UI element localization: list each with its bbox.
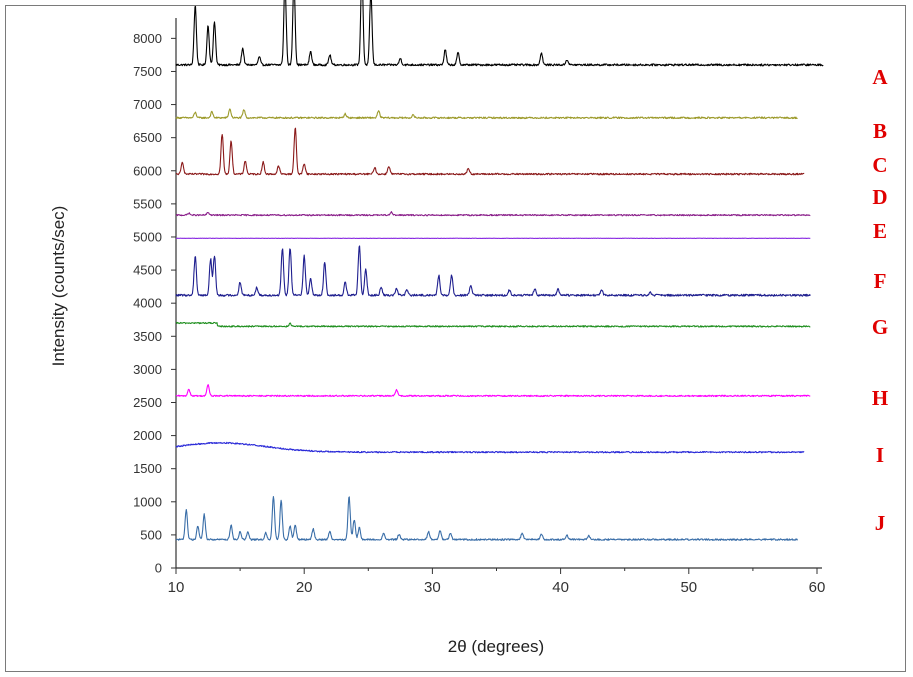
y-tick-label: 7500 xyxy=(133,64,162,79)
x-tick-label: 20 xyxy=(296,579,313,596)
x-tick-label: 50 xyxy=(680,579,697,596)
series-label-j: J xyxy=(875,511,886,535)
series-line-a xyxy=(175,0,824,67)
series-line-i xyxy=(175,441,805,454)
series-line-j xyxy=(175,496,799,541)
y-tick-label: 2000 xyxy=(133,428,162,443)
y-tick-label: 3000 xyxy=(133,362,162,377)
series-label-f: F xyxy=(874,269,887,293)
series-line-b xyxy=(175,108,798,120)
y-tick-label: 0 xyxy=(155,561,162,576)
y-tick-label: 500 xyxy=(140,527,162,542)
series-line-g xyxy=(175,321,811,328)
y-tick-label: 7000 xyxy=(133,97,162,112)
x-tick-label: 10 xyxy=(168,579,185,596)
y-tick-label: 5500 xyxy=(133,196,162,211)
x-tick-label: 30 xyxy=(424,579,441,596)
series-label-d: D xyxy=(872,185,887,209)
series-label-e: E xyxy=(873,219,887,243)
y-tick-label: 8000 xyxy=(133,31,162,46)
y-axis-title: Intensity (counts/sec) xyxy=(49,206,68,367)
series-label-h: H xyxy=(872,386,888,410)
series-line-d xyxy=(175,211,811,217)
figure-frame xyxy=(5,5,906,672)
x-tick-label: 60 xyxy=(809,579,826,596)
series-layer xyxy=(175,0,824,541)
y-tick-label: 6000 xyxy=(133,163,162,178)
y-tick-label: 1500 xyxy=(133,461,162,476)
series-line-f xyxy=(175,245,811,297)
y-tick-label: 6500 xyxy=(133,130,162,145)
series-label-c: C xyxy=(872,153,887,177)
y-tick-label: 5000 xyxy=(133,229,162,244)
series-label-a: A xyxy=(872,65,888,89)
x-tick-label: 40 xyxy=(552,579,569,596)
y-tick-label: 4500 xyxy=(133,263,162,278)
x-axis-title: 2θ (degrees) xyxy=(448,637,544,656)
y-tick-label: 1000 xyxy=(133,494,162,509)
series-label-g: G xyxy=(872,315,888,339)
series-label-i: I xyxy=(876,443,884,467)
series-line-c xyxy=(175,127,805,176)
y-tick-label: 2500 xyxy=(133,395,162,410)
series-label-b: B xyxy=(873,119,887,143)
y-tick-label: 3500 xyxy=(133,329,162,344)
series-line-h xyxy=(175,384,811,398)
y-tick-label: 4000 xyxy=(133,296,162,311)
axes: 0 500 1000 1500 2000 2500 3000 3500 4000 4500 5000… xyxy=(133,18,825,596)
